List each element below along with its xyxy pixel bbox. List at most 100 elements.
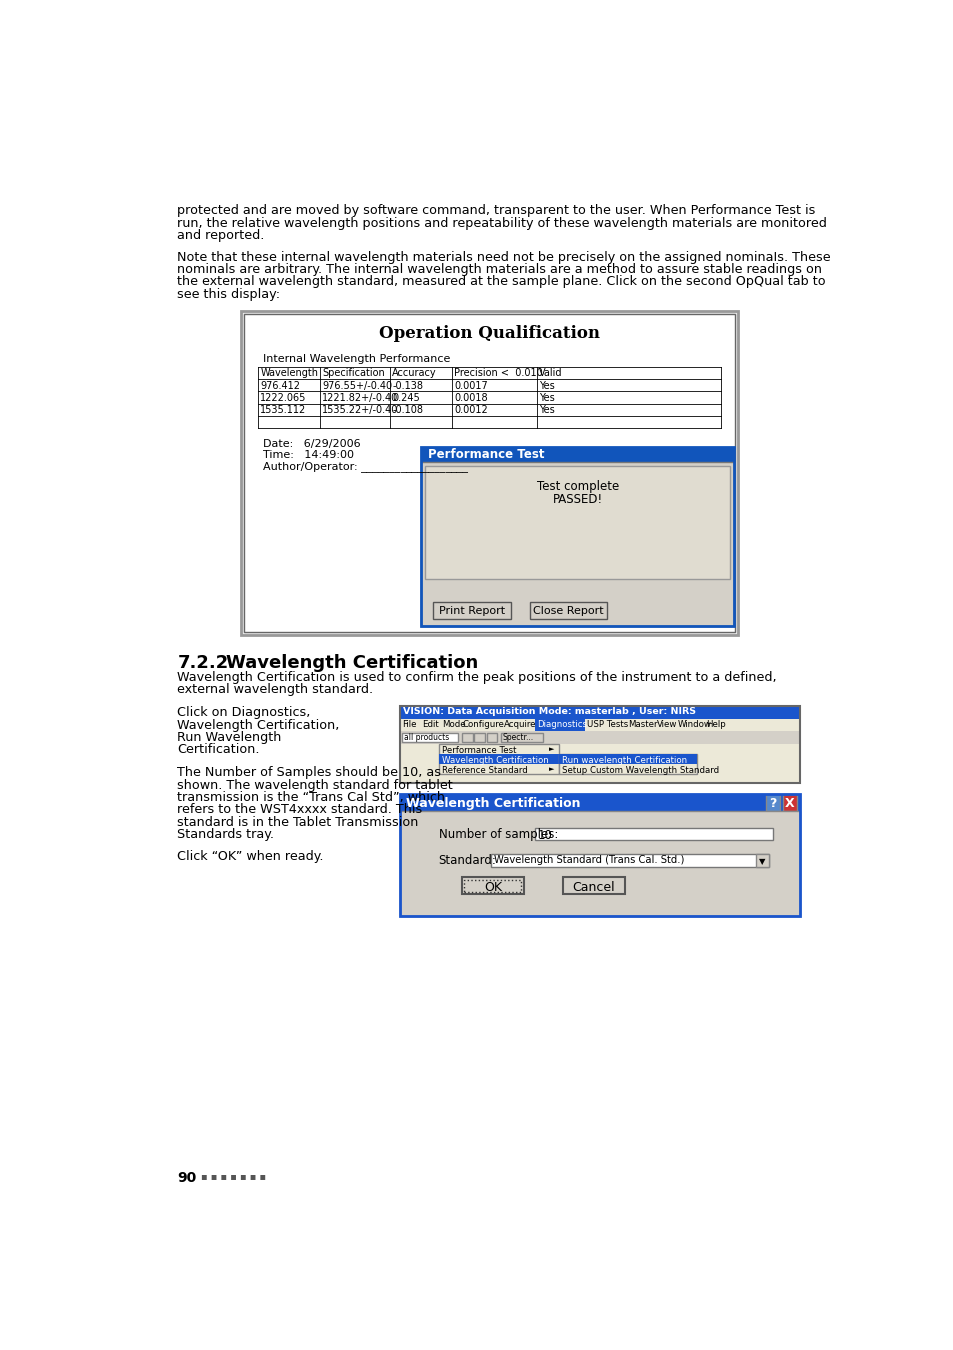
Text: Wavelength Certification: Wavelength Certification [406, 798, 579, 810]
Text: transmission is the “Trans Cal Std”, which: transmission is the “Trans Cal Std”, whi… [177, 791, 445, 805]
Text: Standards tray.: Standards tray. [177, 828, 274, 841]
Bar [402, 733, 457, 741]
Text: File: File [402, 721, 416, 729]
Text: the external wavelength standard, measured at the sample plane. Click on the sec: the external wavelength standard, measur… [177, 275, 825, 288]
Text: -0.108: -0.108 [392, 405, 422, 416]
Text: see this display:: see this display: [177, 288, 280, 301]
Text: 90: 90 [177, 1170, 196, 1185]
Bar [562, 878, 624, 894]
Text: The Number of Samples should be 10, as: The Number of Samples should be 10, as [177, 767, 441, 779]
Text: Standard:: Standard: [438, 855, 496, 867]
Text: 1221.82+/-0.40: 1221.82+/-0.40 [322, 393, 398, 404]
Text: View: View [657, 721, 677, 729]
Text: Close Report: Close Report [533, 606, 603, 617]
Bar [781, 794, 796, 811]
Bar [421, 462, 733, 625]
Bar [399, 706, 799, 720]
Text: shown. The wavelength standard for tablet: shown. The wavelength standard for table… [177, 779, 453, 791]
Text: 0.0017: 0.0017 [454, 381, 487, 390]
Text: ►: ► [549, 745, 555, 752]
Text: 1222.065: 1222.065 [260, 393, 306, 404]
Bar [399, 732, 799, 744]
Bar [399, 706, 799, 783]
Text: Setup Custom Wavelength Standard: Setup Custom Wavelength Standard [561, 765, 719, 775]
Bar [765, 794, 779, 811]
Text: X: X [784, 798, 794, 810]
Bar [530, 602, 607, 620]
Text: ▼: ▼ [759, 857, 765, 867]
Text: VISION: Data Acquisition Mode: masterlab , User: NIRS: VISION: Data Acquisition Mode: masterlab… [402, 707, 695, 716]
Text: Acquire: Acquire [503, 721, 536, 729]
Text: Window: Window [677, 721, 710, 729]
Text: all products: all products [403, 733, 449, 743]
Text: Yes: Yes [538, 393, 555, 404]
Text: Mode: Mode [442, 721, 466, 729]
Text: 7.2.2: 7.2.2 [177, 653, 229, 672]
Text: Click on Diagnostics,: Click on Diagnostics, [177, 706, 311, 720]
Bar [399, 720, 799, 732]
Bar [421, 447, 733, 625]
Bar [399, 794, 799, 811]
Text: Specification: Specification [322, 369, 385, 378]
Text: 1535.22+/-0.40: 1535.22+/-0.40 [322, 405, 398, 416]
Text: Date:   6/29/2006: Date: 6/29/2006 [262, 439, 360, 450]
Text: Edit: Edit [422, 721, 438, 729]
Bar [461, 733, 472, 741]
Bar [425, 466, 729, 579]
Bar [756, 855, 768, 867]
Text: Cancel: Cancel [572, 882, 615, 894]
Text: Precision <  0.010: Precision < 0.010 [454, 369, 542, 378]
Bar [399, 720, 799, 783]
Text: Wavelength Standard (Trans Cal. Std.): Wavelength Standard (Trans Cal. Std.) [493, 855, 683, 865]
Bar [461, 878, 523, 894]
Text: Wavelength: Wavelength [260, 369, 318, 378]
Text: Number of samples:: Number of samples: [438, 828, 558, 841]
Text: ►: ► [549, 765, 555, 772]
Text: Performance Test: Performance Test [427, 448, 543, 462]
Bar [464, 880, 521, 892]
Text: Wavelength Certification: Wavelength Certification [441, 756, 548, 764]
Text: Accuracy: Accuracy [392, 369, 436, 378]
Text: Certification.: Certification. [177, 744, 259, 756]
Bar [535, 720, 585, 732]
Text: PASSED!: PASSED! [552, 493, 602, 506]
Text: USP Tests: USP Tests [586, 721, 628, 729]
Text: 976.55+/-0.40: 976.55+/-0.40 [322, 381, 392, 390]
Text: Test complete: Test complete [536, 481, 618, 493]
Bar [399, 794, 799, 915]
Bar [474, 733, 484, 741]
Text: -0.138: -0.138 [392, 381, 422, 390]
Bar [491, 855, 768, 867]
Text: OK: OK [483, 882, 501, 894]
Text: Time:   14:49:00: Time: 14:49:00 [262, 450, 354, 460]
Text: Spectr...: Spectr... [502, 733, 534, 743]
Bar [433, 602, 510, 620]
Text: Operation Qualification: Operation Qualification [378, 325, 599, 343]
Text: Wavelength Certification is used to confirm the peak positions of the instrument: Wavelength Certification is used to conf… [177, 671, 776, 684]
Bar [244, 315, 734, 632]
Text: Click “OK” when ready.: Click “OK” when ready. [177, 849, 323, 863]
Bar [486, 733, 497, 741]
Text: Yes: Yes [538, 405, 555, 416]
Text: Help: Help [705, 721, 725, 729]
Text: and reported.: and reported. [177, 230, 265, 242]
Text: Reference Standard: Reference Standard [441, 765, 527, 775]
Text: Print Report: Print Report [438, 606, 504, 617]
Text: Configure: Configure [462, 721, 504, 729]
Text: 0.0012: 0.0012 [454, 405, 487, 416]
Text: Master: Master [628, 721, 658, 729]
Bar [399, 811, 799, 915]
Text: run, the relative wavelength positions and repeatability of these wavelength mat: run, the relative wavelength positions a… [177, 216, 826, 230]
Text: refers to the WST4xxxx standard. This: refers to the WST4xxxx standard. This [177, 803, 422, 817]
Text: Wavelength Certification: Wavelength Certification [226, 653, 478, 672]
Text: ?: ? [768, 798, 776, 810]
Text: Author/Operator: ___________________: Author/Operator: ___________________ [262, 460, 467, 471]
Text: ▪ ▪ ▪ ▪ ▪ ▪ ▪: ▪ ▪ ▪ ▪ ▪ ▪ ▪ [200, 1172, 266, 1183]
Bar [421, 447, 733, 462]
Bar [438, 744, 558, 774]
Text: nominals are arbitrary. The internal wavelength materials are a method to assure: nominals are arbitrary. The internal wav… [177, 263, 821, 275]
Text: Diagnostics: Diagnostics [537, 721, 586, 729]
Text: Valid: Valid [538, 369, 562, 378]
Text: Yes: Yes [538, 381, 555, 390]
Bar [535, 828, 772, 840]
